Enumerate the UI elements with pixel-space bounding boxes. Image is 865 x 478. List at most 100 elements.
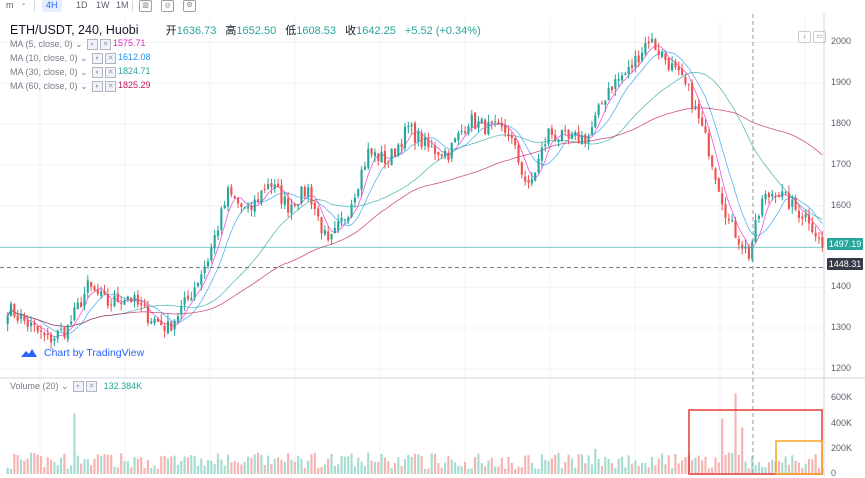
interval-1m-button[interactable]: 1M xyxy=(116,0,129,10)
chevron-down-icon[interactable]: ⌄ xyxy=(80,53,88,63)
candle-body xyxy=(410,124,413,127)
candle-body xyxy=(574,132,577,136)
candle-body xyxy=(604,100,607,106)
close-icon[interactable]: ✕ xyxy=(100,39,112,51)
tradingview-watermark[interactable]: Chart by TradingView xyxy=(20,347,144,359)
candle-body xyxy=(173,320,176,330)
volume-bar xyxy=(6,467,9,474)
volume-bar xyxy=(527,455,530,474)
ma-10-row[interactable]: MA (10, close, 0) ⌄ ◐ ✕ xyxy=(10,52,117,65)
maximize-icon[interactable]: ▭ xyxy=(813,31,826,43)
visibility-icon[interactable]: ◐ xyxy=(92,81,104,93)
visibility-icon[interactable]: ◐ xyxy=(87,39,99,51)
candle-body xyxy=(624,73,627,75)
chevron-down-icon[interactable]: ⌄ xyxy=(80,81,88,91)
volume-bar xyxy=(510,463,513,474)
candle-body xyxy=(180,306,183,315)
chart-style-icon[interactable]: ▥ xyxy=(139,0,152,12)
candle-body xyxy=(560,129,563,141)
volume-bar xyxy=(547,461,550,474)
volume-bar xyxy=(360,461,363,474)
volume-bar xyxy=(577,454,580,474)
volume-bar xyxy=(226,454,230,474)
candle-body xyxy=(637,55,640,63)
volume-bar xyxy=(701,460,704,474)
volume-bar xyxy=(801,467,804,474)
close-icon[interactable]: ✕ xyxy=(105,81,117,93)
candle-body xyxy=(230,186,233,195)
volume-bar xyxy=(564,462,567,474)
candle-body xyxy=(514,137,517,146)
candle-body xyxy=(170,321,173,331)
candle-body xyxy=(403,126,407,149)
crosshair-price-tag: 1448.31 xyxy=(827,258,863,270)
candle-body xyxy=(397,144,400,156)
volume-bar xyxy=(604,456,607,474)
visibility-icon[interactable]: ◐ xyxy=(92,53,104,65)
candle-body xyxy=(13,303,16,317)
indicators-icon[interactable]: ◎ xyxy=(161,0,174,12)
ma-30-row[interactable]: MA (30, close, 0) ⌄ ◐ ✕ xyxy=(10,66,117,79)
ma-60-row[interactable]: MA (60, close, 0) ⌄ ◐ ✕ xyxy=(10,80,117,93)
candle-body xyxy=(557,139,560,142)
candle-body xyxy=(83,293,86,307)
candle-body xyxy=(727,219,730,221)
volume-bar xyxy=(393,463,397,474)
chevron-down-icon[interactable]: ⌄ xyxy=(20,0,27,7)
candle-body xyxy=(484,119,487,135)
candle-body xyxy=(387,162,390,164)
volume-bar xyxy=(246,456,250,474)
volume-bar xyxy=(110,454,113,474)
candle-body xyxy=(363,166,366,170)
interval-1w-button[interactable]: 1W xyxy=(96,0,110,10)
close-icon[interactable]: ✕ xyxy=(86,381,98,393)
candle-body xyxy=(287,198,290,213)
volume-bar xyxy=(223,465,226,474)
volume-bar xyxy=(477,453,480,474)
interval-minutes-button[interactable]: m xyxy=(6,0,14,10)
candle-body xyxy=(340,217,343,222)
candle-body xyxy=(313,202,316,210)
close-icon[interactable]: ✕ xyxy=(105,53,117,65)
volume-bar xyxy=(13,453,16,474)
chevron-down-icon[interactable]: ⌄ xyxy=(61,381,69,391)
volume-bar xyxy=(210,460,213,474)
candle-body xyxy=(19,314,23,319)
candle-body xyxy=(504,125,507,133)
candle-body xyxy=(807,214,811,224)
volume-bar xyxy=(737,454,740,474)
candle-body xyxy=(520,162,523,175)
candle-body xyxy=(644,43,647,55)
volume-bar xyxy=(650,456,654,474)
volume-bar xyxy=(554,454,557,474)
candle-body xyxy=(233,196,236,199)
volume-bar xyxy=(116,467,119,474)
chevron-down-icon[interactable]: ⌄ xyxy=(75,39,83,49)
ma-5-row[interactable]: MA (5, close, 0) ⌄ ◐ ✕ xyxy=(10,38,112,51)
volume-bar xyxy=(303,467,306,474)
volume-bar xyxy=(423,468,427,474)
close-icon[interactable]: ✕ xyxy=(105,67,117,79)
candle-body xyxy=(490,121,493,123)
candle-body xyxy=(754,220,757,242)
candle-body xyxy=(100,291,103,296)
volume-bar xyxy=(83,459,86,474)
visibility-icon[interactable]: ◐ xyxy=(73,381,85,393)
interval-1d-button[interactable]: 1D xyxy=(76,0,88,10)
candle-body xyxy=(347,217,350,222)
volume-bar xyxy=(206,460,210,474)
settings-icon[interactable]: ⚙ xyxy=(183,0,196,12)
volume-legend[interactable]: Volume (20) ⌄ ◐ ✕ 132.384K xyxy=(10,381,142,393)
candle-body xyxy=(267,183,270,189)
interval-4h-button[interactable]: 4H xyxy=(42,0,62,12)
visibility-icon[interactable]: ◐ xyxy=(92,67,104,79)
chevron-down-icon[interactable]: ⌄ xyxy=(80,67,88,77)
volume-bar xyxy=(530,462,533,474)
scroll-down-icon[interactable]: ↓ xyxy=(798,31,811,43)
volume-bar xyxy=(777,461,780,474)
candle-body xyxy=(614,79,617,89)
candle-body xyxy=(524,176,527,182)
candle-body xyxy=(564,129,567,131)
candle-body xyxy=(297,204,300,207)
